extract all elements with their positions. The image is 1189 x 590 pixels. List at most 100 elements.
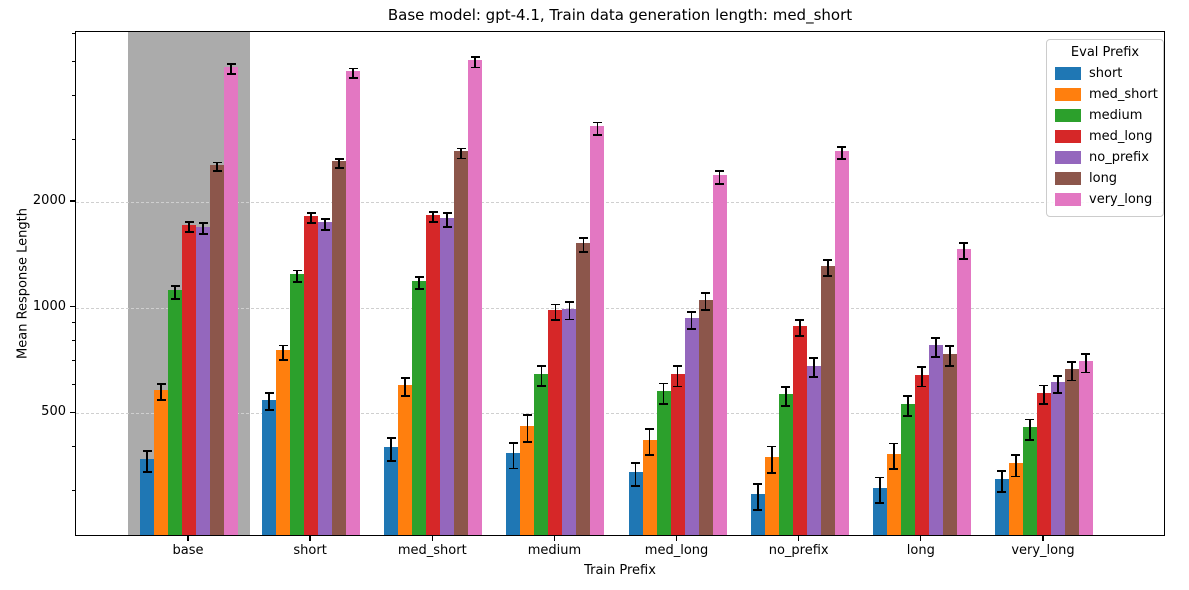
error-bar-cap — [184, 220, 194, 223]
error-bar — [1071, 361, 1073, 381]
x-tick-label-very_long: very_long — [1011, 543, 1075, 558]
legend-item-no_prefix: no_prefix — [1055, 147, 1155, 168]
bar-short-med_short — [384, 447, 399, 535]
bar-med_long-no_prefix — [792, 325, 807, 535]
bar-medium-base — [168, 290, 182, 535]
error-bar-cap — [428, 211, 438, 214]
legend-swatch-long — [1055, 172, 1081, 185]
error-bar-cap — [428, 221, 438, 224]
bar-very_long-very_long — [1078, 361, 1093, 535]
error-bar-cap — [306, 212, 316, 214]
y-minor-tick — [71, 138, 75, 140]
bar-medium-med_short — [412, 281, 427, 535]
error-bar-cap — [334, 157, 344, 160]
y-minor-tick — [71, 360, 75, 362]
error-bar-cap — [875, 501, 885, 504]
error-bar-cap — [701, 292, 711, 295]
error-bar-cap — [837, 145, 847, 148]
error-bar-cap — [837, 158, 847, 161]
legend-label: long — [1089, 171, 1118, 186]
error-bar-cap — [659, 382, 669, 385]
y-minor-tick — [71, 33, 75, 35]
error-bar-cap — [997, 491, 1007, 494]
y-minor-tick — [71, 322, 75, 324]
bar-long-long — [942, 353, 957, 535]
error-bar-cap — [226, 63, 236, 66]
error-bar-cap — [823, 275, 833, 277]
error-bar — [1085, 354, 1087, 373]
x-tick — [309, 536, 311, 541]
error-bar — [784, 386, 787, 406]
error-bar — [188, 221, 190, 232]
gridline — [76, 413, 1164, 415]
x-axis-label: Train Prefix — [584, 563, 656, 578]
error-bar-cap — [306, 222, 316, 225]
bar-short-med_long — [628, 472, 643, 535]
error-bar — [324, 218, 327, 230]
error-bar-cap — [1081, 353, 1091, 355]
legend-item-med_short: med_short — [1055, 84, 1158, 105]
error-bar-cap — [753, 509, 763, 511]
legend-swatch-no_prefix — [1055, 151, 1081, 164]
error-bar — [770, 446, 773, 473]
error-bar — [310, 213, 313, 224]
error-bar-cap — [753, 482, 763, 485]
bar-medium-short — [290, 274, 305, 535]
bar-short-very_long — [994, 479, 1009, 535]
error-bar-cap — [687, 311, 697, 314]
x-tick — [431, 536, 433, 541]
error-bar-cap — [1039, 403, 1049, 406]
error-bar-cap — [278, 358, 288, 361]
legend-label: very_long — [1089, 192, 1153, 207]
bar-med_short-base — [154, 389, 168, 535]
error-bar — [418, 277, 421, 289]
bar-very_long-no_prefix — [834, 150, 849, 535]
error-bar — [202, 223, 204, 235]
bar-med_long-med_short — [426, 215, 441, 535]
error-bar-cap — [903, 395, 913, 397]
error-bar-cap — [997, 470, 1007, 473]
error-bar — [648, 429, 651, 456]
error-bar — [934, 338, 937, 358]
error-bar-cap — [348, 67, 358, 70]
error-bar — [582, 237, 585, 253]
bar-med_short-no_prefix — [764, 457, 779, 535]
error-bar-cap — [550, 319, 560, 322]
error-bar — [948, 345, 951, 366]
bar-very_long-base — [224, 67, 238, 535]
error-bar-cap — [903, 415, 913, 418]
error-bar-cap — [715, 182, 725, 185]
bar-medium-medium — [534, 373, 549, 535]
gridline — [76, 201, 1164, 203]
error-bar-cap — [156, 383, 166, 386]
error-bar-cap — [781, 404, 791, 407]
y-tick-label: 1000 — [32, 298, 66, 314]
error-bar-cap — [170, 297, 180, 300]
bar-no_prefix-med_short — [440, 217, 455, 535]
error-bar-cap — [184, 230, 194, 233]
error-bar-cap — [264, 409, 274, 412]
bar-long-medium — [576, 242, 591, 535]
x-tick-label-med_short: med_short — [397, 543, 467, 558]
error-bar-cap — [767, 472, 777, 474]
error-bar — [676, 366, 679, 387]
legend-item-long: long — [1055, 168, 1155, 189]
error-bar-cap — [767, 445, 777, 448]
x-tick — [798, 536, 800, 541]
error-bar — [704, 293, 707, 311]
bar-short-no_prefix — [750, 494, 765, 535]
chart-title: Base model: gpt-4.1, Train data generati… — [387, 6, 853, 24]
error-bar — [718, 171, 721, 184]
error-bar — [1029, 419, 1031, 440]
error-bar-cap — [564, 318, 574, 321]
error-bar-cap — [536, 365, 546, 367]
error-bar-cap — [142, 450, 152, 453]
y-minor-tick — [71, 383, 75, 385]
legend-label: short — [1089, 66, 1123, 81]
error-bar — [756, 483, 759, 510]
bar-very_long-med_short — [468, 60, 483, 535]
error-bar — [296, 270, 299, 282]
x-tick-label-short: short — [293, 543, 327, 558]
error-bar-cap — [142, 471, 152, 473]
